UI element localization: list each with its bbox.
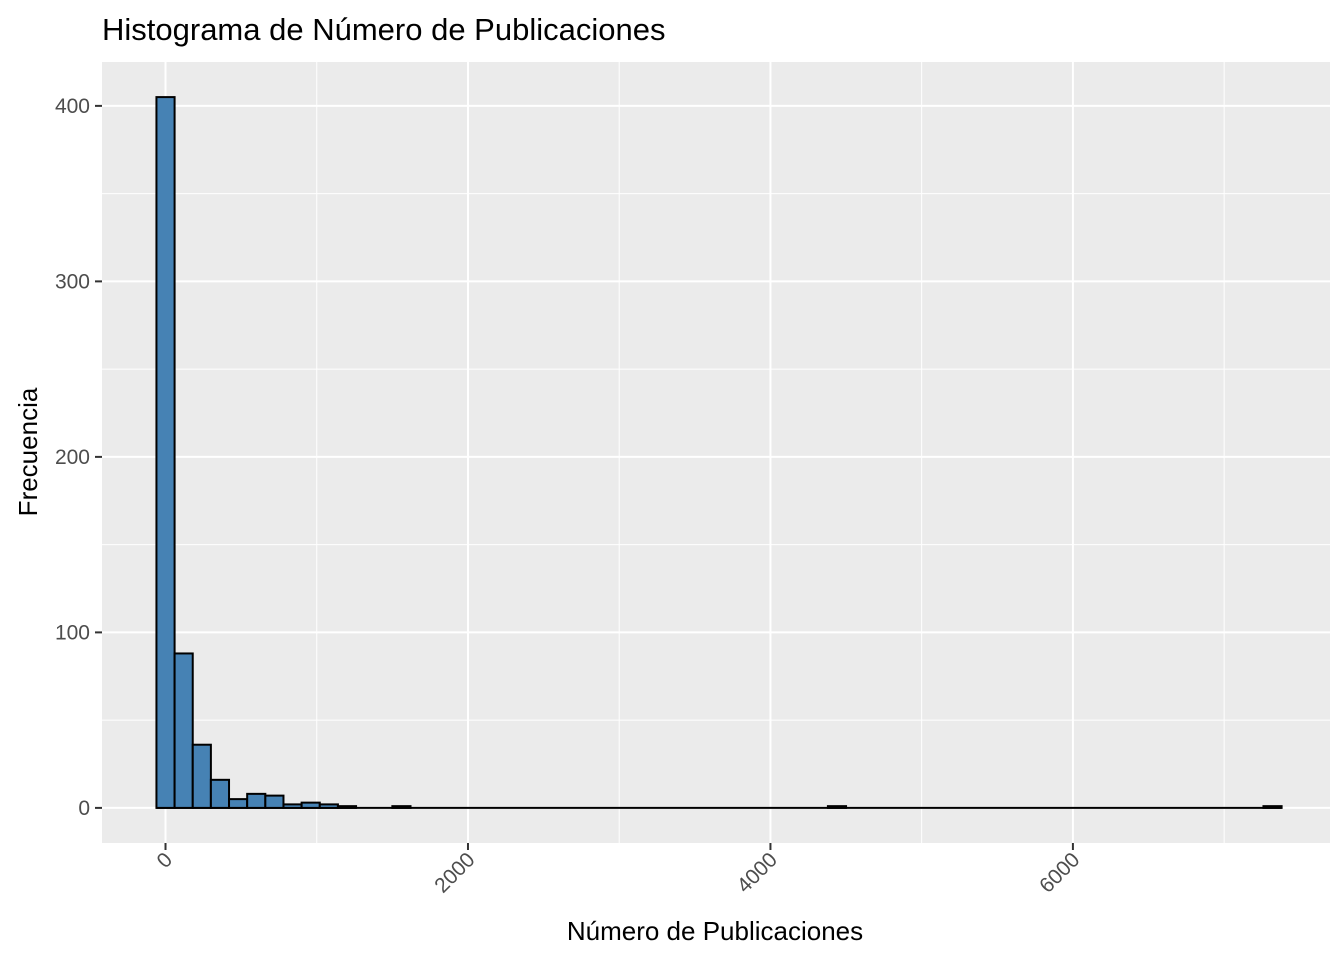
histogram-bar	[391, 805, 412, 809]
x-tick-label: 2000	[430, 848, 479, 897]
y-tick-label: 0	[78, 797, 90, 820]
histogram-bar	[282, 803, 303, 809]
histogram-bar	[300, 801, 321, 809]
histogram-bar	[173, 652, 194, 809]
chart-title: Histograma de Número de Publicaciones	[102, 12, 665, 47]
y-tick-label: 100	[55, 621, 90, 644]
histogram-bar	[1262, 805, 1283, 809]
histogram-bar	[826, 805, 848, 809]
x-tick-label: 6000	[1035, 848, 1084, 897]
plot-panel	[102, 62, 1330, 843]
histogram-bar	[209, 778, 231, 809]
y-tick-label: 400	[55, 95, 90, 118]
y-tick-label: 200	[55, 446, 90, 469]
x-axis-ticks: 0 2000 4000 6000	[153, 843, 1084, 898]
y-axis-title: Frecuencia	[13, 387, 43, 516]
x-tick-label: 4000	[733, 848, 782, 897]
grid-lines	[102, 62, 1330, 843]
histogram-bar	[336, 805, 358, 809]
histogram-bar	[264, 794, 285, 809]
y-tick-label: 300	[55, 270, 90, 293]
histogram-bars	[155, 96, 1283, 809]
y-axis-ticks: 0 100 200 300 400	[55, 95, 102, 820]
histogram-bar	[155, 96, 176, 809]
histogram-bar	[318, 803, 339, 809]
histogram-bar	[246, 792, 267, 809]
histogram-bar	[228, 798, 249, 809]
x-tick-label: 0	[153, 848, 178, 873]
x-axis-title: Número de Publicaciones	[567, 916, 863, 946]
histogram-bar	[191, 743, 212, 809]
